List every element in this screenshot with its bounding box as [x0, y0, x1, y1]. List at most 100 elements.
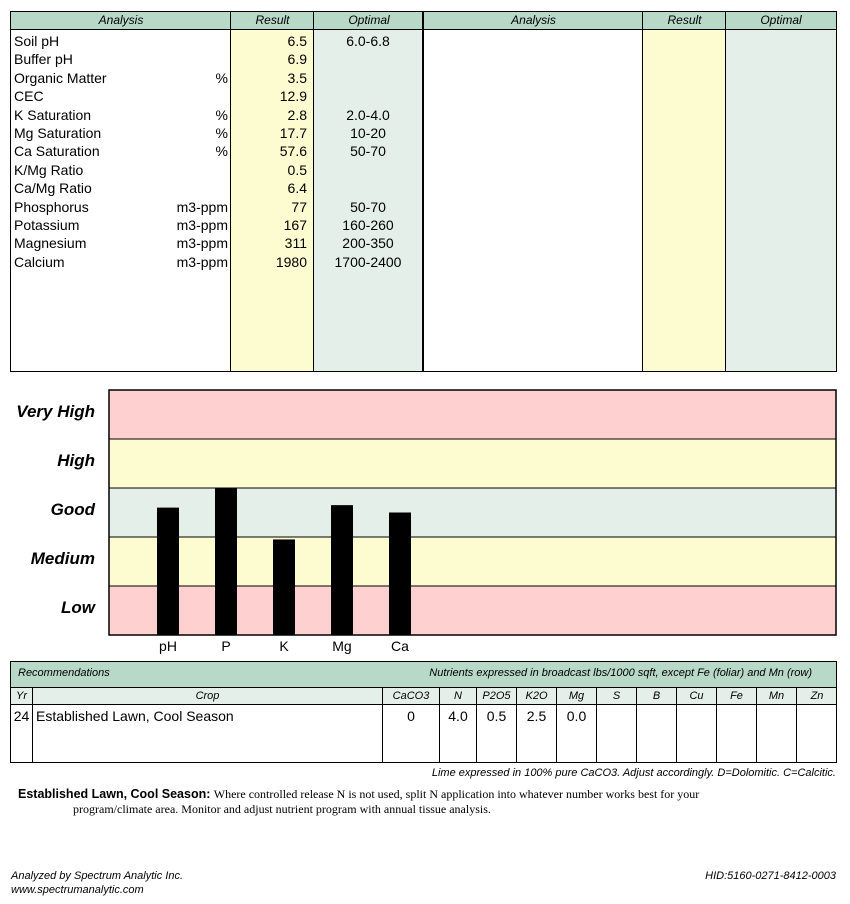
- analysis-optimal: 50-70: [350, 143, 386, 160]
- rec-column-mg: Mg 0.0: [557, 688, 597, 762]
- rec-column-header-row: [11, 688, 836, 705]
- analysis-result: 2.8: [287, 106, 307, 123]
- rec-column-crop: Crop Established Lawn, Cool Season: [33, 688, 383, 762]
- rec-value-mn: [757, 706, 796, 726]
- crop-note-title: Established Lawn, Cool Season:: [18, 787, 211, 801]
- analysis-row: Ca/Mg Ratio 6.4: [11, 179, 424, 198]
- analysis-name: CEC: [14, 88, 44, 105]
- analysis-optimal: 50-70: [350, 198, 386, 215]
- analysis-result: 6.9: [287, 51, 307, 68]
- analysis-row: Phosphorus m3-ppm 77 50-70: [11, 198, 424, 217]
- bar-ph: [157, 507, 179, 635]
- divider: [725, 12, 726, 371]
- header-analysis-left: Analysis: [98, 13, 144, 27]
- analysis-result: 0.5: [287, 161, 307, 178]
- analysis-result: 3.5: [287, 69, 307, 86]
- divider-center: [422, 12, 424, 371]
- website-link[interactable]: www.spectrumanalytic.com: [11, 884, 144, 896]
- bar-ca: [389, 512, 411, 635]
- analysis-unit: %: [215, 125, 228, 141]
- rec-value-yr: 24: [13, 708, 30, 724]
- analysis-unit: m3-ppm: [176, 198, 228, 215]
- analysis-row: Potassium m3-ppm 167 160-260: [11, 216, 424, 235]
- analysis-name: Phosphorus: [14, 198, 89, 215]
- analysis-result: 6.4: [287, 180, 307, 197]
- bar-p: [215, 488, 237, 635]
- analysis-optimal: 160-260: [342, 217, 394, 233]
- nutrient-chart: Very High High Good Medium Low pH P K Mg Ca: [0, 389, 850, 654]
- recommendations-table: Recommendations Nutrients expressed in b…: [10, 661, 837, 763]
- header-result-right: Result: [667, 13, 702, 27]
- analysis-name: Ca/Mg Ratio: [14, 180, 92, 197]
- analysis-name: K Saturation: [14, 106, 92, 123]
- x-tick-label: pH: [159, 638, 177, 654]
- header-optimal-left: Optimal: [348, 13, 390, 27]
- rec-value-mg: 0.0: [566, 708, 587, 724]
- rec-column-n: N 4.0: [440, 688, 477, 762]
- rec-column-header: Yr: [16, 690, 27, 702]
- analyzed-by: Analyzed by Spectrum Analytic Inc.: [11, 870, 184, 882]
- analysis-row: Calcium m3-ppm 1980 1700-2400: [11, 253, 424, 272]
- chart-frame: [108, 389, 837, 636]
- analysis-optimal: 200-350: [342, 235, 394, 252]
- rec-column-p2o5: P2O5 0.5: [477, 688, 517, 762]
- rec-column-header: P2O5: [482, 690, 511, 702]
- level-band: [108, 389, 837, 440]
- crop-note-text-2: program/climate area. Monitor and adjust…: [73, 802, 491, 816]
- analysis-table: Analysis Result Optimal Analysis Result …: [10, 11, 837, 372]
- analysis-name: Magnesium: [14, 235, 87, 252]
- analysis-unit: m3-ppm: [176, 253, 228, 270]
- analysis-row: Ca Saturation% 57.6 50-70: [11, 142, 424, 161]
- lime-note: Lime expressed in 100% pure CaCO3. Adjus…: [431, 767, 836, 779]
- rec-column-header: Mn: [768, 690, 785, 702]
- analysis-result: 1980: [275, 253, 307, 270]
- rec-column-s: S: [597, 688, 637, 762]
- analysis-row: Buffer pH 6.9: [11, 50, 424, 69]
- analysis-row: K/Mg Ratio 0.5: [11, 161, 424, 180]
- level-label: Medium: [30, 549, 95, 568]
- divider: [230, 12, 231, 371]
- chart-plot: pH P K Mg Ca: [108, 389, 837, 654]
- rec-column-cu: Cu: [677, 688, 717, 762]
- analysis-name: K/Mg Ratio: [14, 161, 84, 178]
- level-label: Very High: [16, 402, 95, 421]
- optimal-column-bg-right: [726, 12, 836, 371]
- analysis-result: 17.7: [279, 125, 307, 141]
- analysis-result: 6.5: [287, 33, 307, 49]
- header-result-left: Result: [255, 13, 290, 27]
- analysis-row: CEC 12.9: [11, 87, 424, 106]
- rec-value-fe: [717, 706, 756, 726]
- analysis-name: Calcium: [14, 253, 65, 270]
- analysis-row: K Saturation% 2.8 2.0-4.0: [11, 106, 424, 125]
- hid-number: HID:5160-0271-8412-0003: [705, 870, 836, 882]
- rec-column-header: Mg: [568, 690, 585, 702]
- analysis-optimal: 6.0-6.8: [346, 33, 390, 49]
- analysis-unit: %: [215, 69, 228, 86]
- rec-value-n: 4.0: [448, 708, 468, 724]
- rec-value-crop: Established Lawn, Cool Season: [36, 708, 234, 724]
- level-label: High: [57, 451, 95, 470]
- rec-value-s: [597, 706, 636, 726]
- rec-column-k2o: K2O 2.5: [517, 688, 557, 762]
- rec-value-b: [637, 706, 676, 726]
- recommendations-note: Nutrients expressed in broadcast lbs/100…: [429, 667, 812, 679]
- analysis-row: Mg Saturation% 17.7 10-20: [11, 124, 424, 143]
- analysis-row: Organic Matter% 3.5: [11, 69, 424, 88]
- rec-column-header: B: [652, 690, 661, 702]
- analysis-unit: %: [215, 143, 228, 160]
- x-tick-label: P: [221, 638, 230, 654]
- level-label: Low: [61, 598, 95, 617]
- rec-column-zn: Zn: [797, 688, 837, 762]
- level-label: Good: [50, 500, 95, 519]
- header-analysis-right: Analysis: [511, 13, 556, 27]
- rec-column-mn: Mn: [757, 688, 797, 762]
- rec-column-header: CaCO3: [392, 690, 430, 702]
- x-tick-label: Mg: [332, 638, 351, 654]
- rec-column-header: N: [454, 690, 462, 702]
- rec-column-header: Cu: [689, 690, 704, 702]
- optimal-column-bg-left: [314, 12, 424, 371]
- rec-column-header: S: [612, 690, 621, 702]
- recommendations-columns: Yr 24 Crop Established Lawn, Cool Season CaC…: [11, 688, 836, 762]
- divider: [642, 12, 643, 371]
- analysis-name: Mg Saturation: [14, 125, 102, 141]
